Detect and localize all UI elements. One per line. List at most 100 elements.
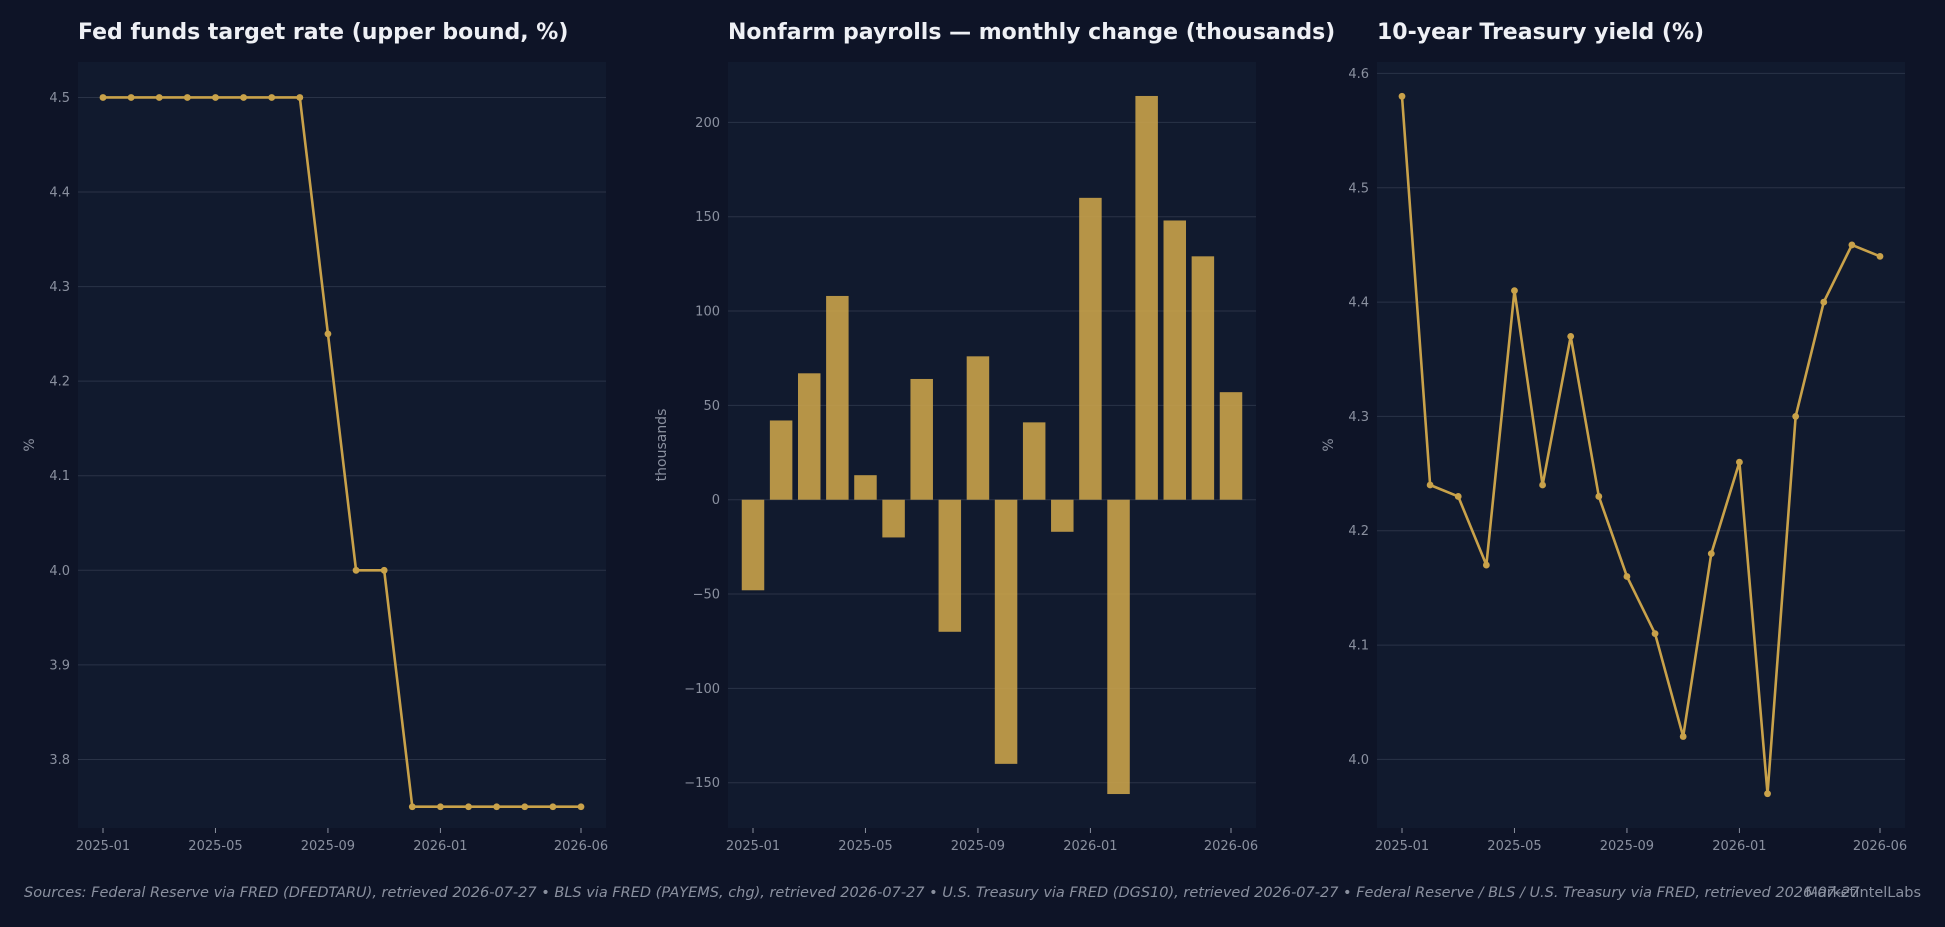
x-tick-label: 2025-01 (1375, 839, 1429, 854)
y-tick-label: 4.3 (49, 280, 70, 295)
point-2025-06 (1539, 481, 1546, 489)
y-tick-label: 4.2 (1348, 524, 1369, 539)
point-2025-05 (1511, 287, 1518, 295)
bar-2025-11 (1022, 422, 1046, 500)
point-2026-05 (549, 803, 557, 811)
series-line (1400, 96, 1881, 796)
sources-footer: Sources: Federal Reserve via FRED (DFEDT… (24, 885, 1860, 901)
point-2025-02 (1426, 481, 1434, 489)
bar-2026-02 (1107, 499, 1130, 795)
point-2026-01 (1736, 458, 1743, 466)
point-2026-02 (465, 803, 472, 811)
point-2026-06 (1876, 252, 1884, 260)
point-2025-07 (268, 94, 276, 101)
bar-2026-01 (1079, 197, 1102, 500)
point-2026-03 (1792, 413, 1800, 420)
bar-2026-05 (1191, 256, 1215, 500)
y-tick-label: 4.4 (49, 186, 70, 201)
x-tick-label: 2025-09 (1600, 839, 1654, 854)
bar-2025-08 (938, 499, 962, 632)
x-tick-label: 2026-01 (413, 839, 467, 854)
series-line (103, 96, 581, 809)
point-2025-01 (99, 94, 107, 101)
point-2025-10 (352, 566, 360, 574)
point-2025-09 (1623, 573, 1631, 580)
y-tick-label: −150 (684, 776, 720, 791)
x-tick-label: 2026-06 (1204, 839, 1258, 854)
point-2025-11 (1679, 733, 1687, 740)
point-2025-04 (1482, 561, 1490, 569)
y-tick-label: 3.9 (49, 658, 70, 673)
point-2026-06 (577, 803, 585, 811)
y-tick-label: 100 (695, 305, 720, 320)
treasury-yield-chart: 4.0 4.1 4.2 4.3 4.4 4.5 4.6 2025-01 2025-05 2025-… (1321, 62, 1907, 854)
bar-2025-09 (966, 356, 990, 500)
y-tick-label: 4.3 (1348, 410, 1369, 425)
y-tick-label: −50 (693, 588, 720, 603)
x-tick-label: 2025-05 (188, 839, 242, 854)
x-tick-label: 2025-05 (838, 839, 892, 854)
y-tick-label: 200 (695, 116, 720, 131)
y-tick-label: −100 (684, 682, 720, 697)
chart-title: Nonfarm payrolls — monthly change (thous… (728, 20, 1336, 45)
point-2026-04 (1820, 298, 1828, 306)
y-tick-label: 4.0 (49, 564, 70, 579)
y-tick-label: 4.1 (1348, 639, 1369, 654)
x-tick-label: 2026-06 (1853, 839, 1907, 854)
bar-2026-04 (1163, 220, 1187, 500)
bar-2025-05 (854, 475, 877, 500)
point-2025-06 (240, 94, 247, 101)
point-2025-10 (1651, 630, 1659, 638)
point-2025-08 (296, 94, 304, 101)
x-tick-label: 2025-09 (951, 839, 1005, 854)
y-tick-label: 4.5 (1348, 181, 1369, 196)
point-2025-01 (1398, 92, 1406, 100)
x-tick-label: 2025-01 (76, 839, 130, 854)
y-tick-label: 4.1 (49, 469, 70, 484)
bar-2026-03 (1135, 95, 1158, 500)
point-2026-04 (521, 803, 529, 811)
point-2026-05 (1848, 241, 1856, 249)
point-2025-02 (127, 94, 135, 101)
y-tick-label: 150 (695, 210, 720, 225)
x-tick-label: 2026-01 (1063, 839, 1117, 854)
x-tick-label: 2025-05 (1487, 839, 1541, 854)
treasury-yield-panel: 10-year Treasury yield (%) 4.0 4.1 4.2 4.3 4… (1321, 0, 1945, 880)
fed-funds-panel: Fed funds target rate (upper bound, %) 3… (22, 0, 678, 880)
bar-2025-10 (994, 499, 1018, 764)
bar-2025-06 (882, 499, 905, 538)
y-tick-label: 50 (703, 399, 720, 414)
bar-2025-07 (910, 378, 933, 500)
payrolls-panel: Nonfarm payrolls — monthly change (thous… (654, 0, 1335, 880)
bar-2025-04 (826, 295, 849, 500)
y-tick-label: 4.2 (49, 375, 70, 390)
point-2025-11 (380, 566, 388, 574)
y-axis-label: % (1321, 438, 1337, 451)
y-tick-label: 4.0 (1348, 753, 1369, 768)
x-tick-label: 2025-01 (726, 839, 780, 854)
brand-label: MarketIntelLabs (1805, 885, 1921, 901)
y-tick-label: 3.8 (49, 753, 70, 768)
point-2026-02 (1764, 790, 1771, 798)
x-tick-label: 2025-09 (301, 839, 355, 854)
fed-funds-chart: 3.8 3.9 4.0 4.1 4.2 4.3 4.4 4.5 2025-01 2025-05 20… (22, 62, 608, 854)
point-2026-03 (493, 803, 501, 811)
y-axis-label: % (22, 438, 38, 451)
y-tick-label: 4.5 (49, 91, 70, 106)
bar-2025-03 (797, 373, 821, 500)
y-tick-label: 0 (712, 493, 720, 508)
point-2025-07 (1567, 332, 1575, 340)
y-tick-label: 4.4 (1348, 296, 1369, 311)
point-2025-04 (183, 94, 191, 101)
bar-2025-01 (741, 499, 765, 591)
point-2025-03 (1454, 493, 1462, 500)
bar-2025-02 (769, 420, 793, 500)
plot-area (1377, 62, 1905, 828)
point-2025-05 (212, 94, 219, 101)
point-2025-12 (1707, 550, 1715, 558)
point-2025-03 (155, 94, 163, 101)
y-tick-label: 4.6 (1348, 67, 1369, 82)
point-2025-09 (324, 330, 332, 338)
x-tick-label: 2026-01 (1712, 839, 1766, 854)
point-2026-01 (437, 803, 444, 811)
